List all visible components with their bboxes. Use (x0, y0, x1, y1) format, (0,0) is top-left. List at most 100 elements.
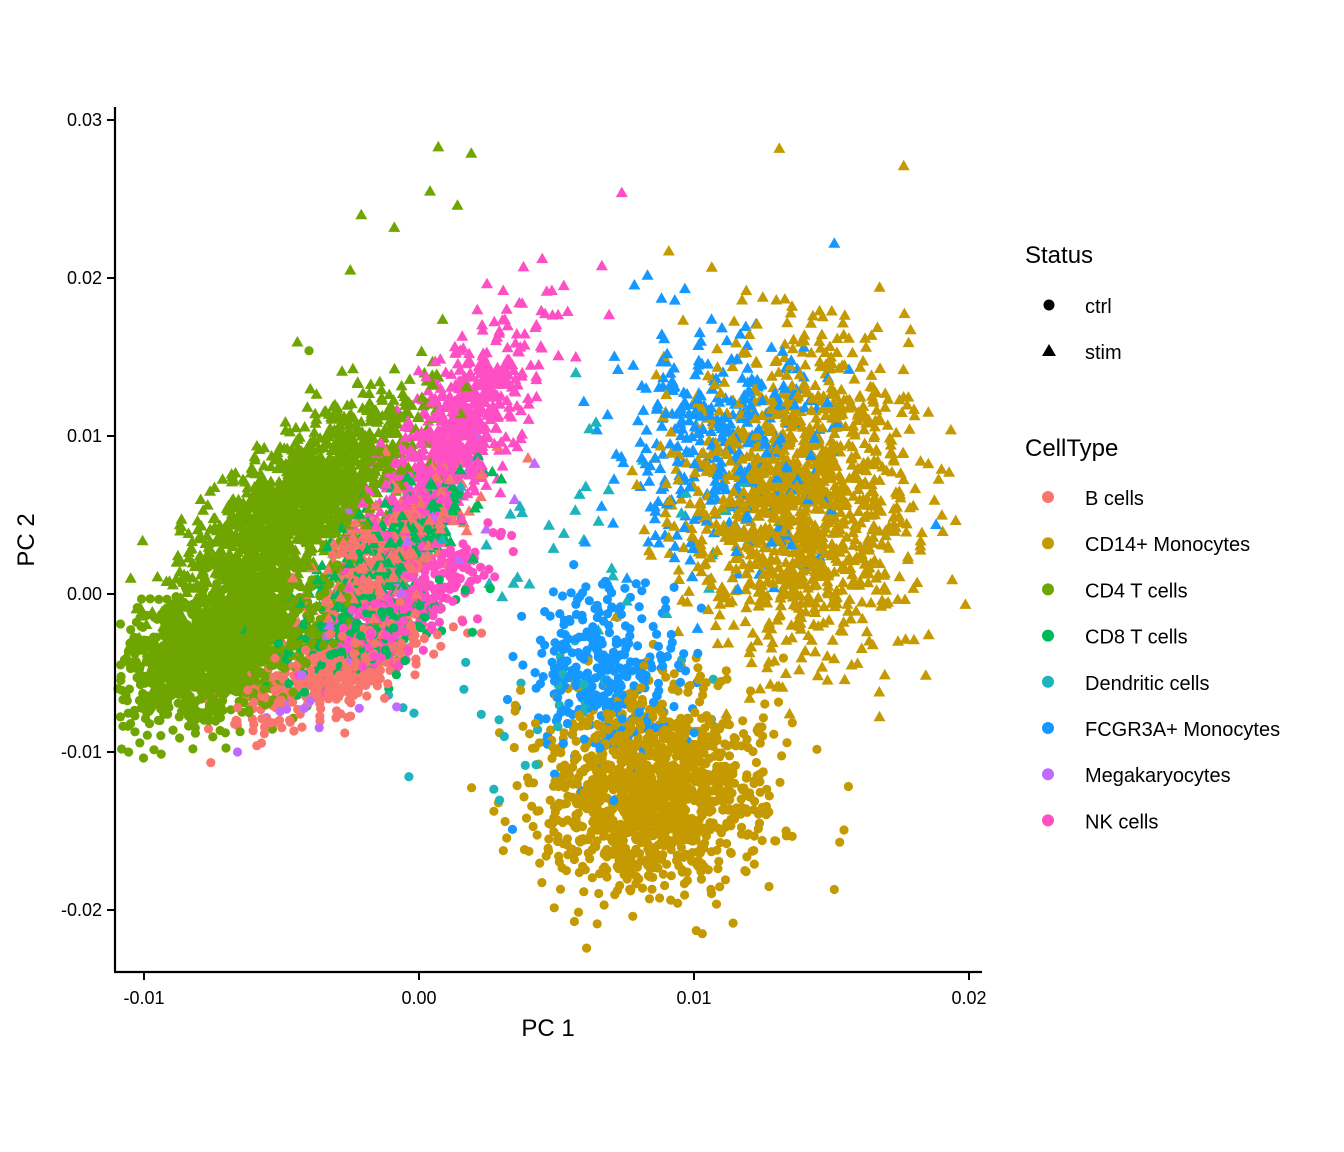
point-fcgr3a-monocytes-stim (595, 500, 608, 511)
point-cd14-monocytes-ctrl (534, 806, 544, 816)
point-cd14-monocytes-ctrl (758, 713, 769, 723)
point-cd14-monocytes-ctrl (728, 918, 738, 928)
point-fcgr3a-monocytes-ctrl (558, 738, 569, 749)
point-b-cells-ctrl (374, 674, 384, 684)
point-cd14-monocytes-stim (813, 304, 826, 316)
point-cd14-monocytes-ctrl (594, 888, 604, 899)
point-nk-cells-ctrl (418, 645, 428, 655)
point-cd14-monocytes-stim (919, 669, 932, 680)
point-fcgr3a-monocytes-stim (664, 438, 677, 449)
point-cd14-monocytes-stim (873, 557, 886, 569)
point-cd14-monocytes-stim (798, 511, 811, 522)
point-fcgr3a-monocytes-ctrl (530, 668, 540, 678)
point-cd14-monocytes-stim (946, 573, 959, 585)
point-dendritic-cells-stim (605, 562, 618, 573)
point-fcgr3a-monocytes-stim (628, 279, 641, 290)
point-cd14-monocytes-ctrl (738, 716, 748, 726)
point-fcgr3a-monocytes-ctrl (584, 596, 594, 606)
point-cd4-t-cells-ctrl (153, 715, 163, 726)
point-cd14-monocytes-stim (714, 598, 727, 609)
point-dendritic-cells-stim (496, 590, 509, 602)
point-cd4-t-cells-stim (406, 438, 419, 450)
point-cd4-t-cells-stim (208, 512, 221, 523)
point-cd4-t-cells-stim (363, 396, 376, 408)
point-cd14-monocytes-stim (794, 623, 807, 634)
point-fcgr3a-monocytes-stim (715, 321, 728, 333)
point-cd14-monocytes-stim (835, 383, 848, 395)
point-nk-cells-stim (522, 398, 535, 409)
point-cd14-monocytes-stim (711, 637, 724, 649)
point-b-cells-stim (522, 452, 534, 463)
point-cd14-monocytes-stim (659, 506, 672, 518)
point-cd14-monocytes-stim (753, 510, 765, 521)
point-cd14-monocytes-ctrl (764, 881, 774, 892)
point-nk-cells-ctrl (472, 614, 483, 624)
point-cd14-monocytes-ctrl (640, 833, 650, 844)
point-cd14-monocytes-ctrl (666, 895, 676, 905)
point-fcgr3a-monocytes-ctrl (531, 683, 541, 693)
point-cd14-monocytes-ctrl (667, 684, 677, 694)
point-cd14-monocytes-ctrl (500, 816, 510, 827)
point-cd14-monocytes-ctrl (544, 834, 554, 844)
point-cd14-monocytes-stim (720, 708, 733, 719)
point-fcgr3a-monocytes-stim (720, 334, 733, 346)
point-cd4-t-cells-stim (403, 373, 416, 384)
point-cd14-monocytes-stim (673, 573, 686, 584)
point-dendritic-cells-ctrl (516, 678, 526, 688)
point-fcgr3a-monocytes-stim (668, 551, 681, 563)
point-cd14-monocytes-stim (829, 479, 842, 491)
point-cd14-monocytes-stim (787, 333, 800, 345)
point-cd14-monocytes-ctrl (694, 675, 704, 685)
point-nk-cells-stim (494, 486, 507, 498)
point-cd4-t-cells-stim (387, 394, 400, 405)
point-cd14-monocytes-stim (843, 551, 856, 563)
point-cd14-monocytes-stim (914, 544, 927, 555)
point-cd4-t-cells-ctrl (175, 733, 185, 743)
point-cd14-monocytes-stim (803, 421, 816, 433)
point-cd14-monocytes-stim (837, 576, 849, 588)
point-fcgr3a-monocytes-stim (686, 570, 699, 582)
point-cd14-monocytes-stim (899, 633, 912, 644)
point-fcgr3a-monocytes-stim (617, 456, 630, 468)
point-cd14-monocytes-stim (844, 613, 857, 624)
point-cd14-monocytes-stim (730, 508, 743, 519)
point-cd14-monocytes-stim (806, 309, 819, 321)
point-fcgr3a-monocytes-stim (579, 536, 592, 547)
point-fcgr3a-monocytes-stim (678, 282, 691, 294)
point-cd14-monocytes-stim (783, 707, 796, 719)
point-cd14-monocytes-ctrl (579, 887, 589, 897)
point-cd14-monocytes-stim (838, 673, 851, 685)
point-dendritic-cells-stim (573, 488, 586, 499)
point-fcgr3a-monocytes-ctrl (675, 677, 686, 688)
point-fcgr3a-monocytes-stim (632, 414, 644, 426)
point-nk-cells-stim (500, 394, 513, 405)
point-cd14-monocytes-ctrl (699, 862, 709, 872)
point-cd14-monocytes-stim (854, 361, 867, 372)
point-nk-cells-stim (540, 285, 553, 296)
point-cd14-monocytes-stim (859, 332, 872, 343)
point-cd14-monocytes-stim (897, 159, 910, 171)
point-cd14-monocytes-stim (863, 635, 876, 646)
point-nk-cells-ctrl (476, 562, 486, 572)
point-nk-cells-ctrl (434, 617, 444, 627)
point-fcgr3a-monocytes-stim (621, 572, 633, 583)
point-cd14-monocytes-stim (823, 374, 836, 386)
point-cd14-monocytes-stim (818, 600, 830, 612)
point-cd4-t-cells-stim (364, 378, 377, 389)
point-b-cells-ctrl (203, 724, 214, 734)
point-nk-cells-stim (464, 367, 477, 378)
point-cd4-t-cells-stim (345, 397, 358, 409)
point-cd14-monocytes-stim (848, 373, 861, 384)
point-cd14-monocytes-stim (846, 346, 859, 358)
point-cd14-monocytes-stim (680, 457, 693, 468)
point-cd14-monocytes-ctrl (753, 809, 764, 819)
point-cd14-monocytes-stim (726, 571, 739, 583)
point-cd14-monocytes-stim (704, 448, 717, 459)
point-cd14-monocytes-ctrl (610, 890, 620, 900)
point-fcgr3a-monocytes-stim (691, 622, 704, 633)
point-nk-cells-stim (484, 391, 497, 402)
point-cd4-t-cells-stim (151, 570, 164, 582)
point-cd14-monocytes-ctrl (519, 792, 529, 802)
point-cd14-monocytes-stim (883, 432, 896, 443)
point-dendritic-cells-stim (569, 504, 582, 515)
